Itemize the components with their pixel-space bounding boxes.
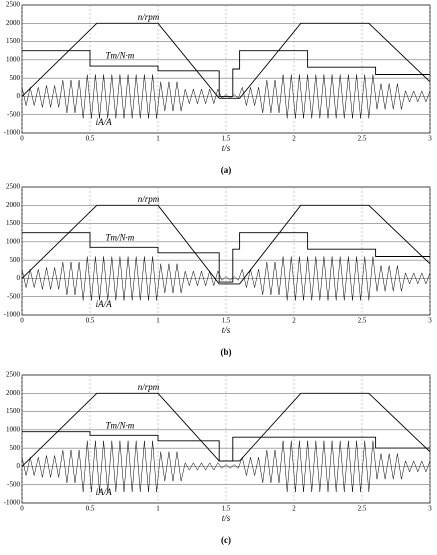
y-tick-label: -500 [7, 292, 20, 300]
y-tick-label: 1000 [6, 425, 21, 433]
y-tick-label: 1000 [6, 55, 21, 63]
x-axis-label: t/s [222, 325, 231, 335]
x-axis-label: t/s [222, 143, 231, 153]
series-label: iA/A [96, 117, 112, 127]
y-tick-label: 500 [10, 74, 21, 82]
x-tick-label: 3 [428, 317, 432, 325]
x-tick-label: 1.5 [222, 317, 231, 325]
x-tick-label: 2 [292, 135, 296, 143]
series-label: Tm/N·m [106, 420, 135, 430]
series-line [21, 440, 431, 493]
x-tick-label: 2.5 [358, 135, 367, 143]
series-line [21, 22, 431, 99]
x-tick-label: 3 [428, 505, 432, 513]
y-tick-label: -1000 [4, 499, 21, 507]
series-label: iA/A [96, 299, 112, 309]
series-line [22, 431, 430, 462]
series-label: Tm/N·m [106, 232, 135, 242]
y-tick-label: 1000 [6, 237, 21, 245]
x-tick-label: 0.5 [86, 135, 95, 143]
y-tick-label: 1500 [6, 37, 21, 45]
x-tick-label: 1.5 [222, 505, 231, 513]
y-tick-label: 500 [10, 444, 21, 452]
caption: (c) [221, 535, 231, 545]
y-tick-label: 2000 [6, 19, 21, 27]
x-tick-label: 2.5 [358, 505, 367, 513]
y-tick-label: 0 [17, 92, 21, 100]
x-tick-label: 0 [20, 135, 24, 143]
y-tick-label: 500 [10, 256, 21, 264]
series-label: n/rpm [138, 12, 160, 22]
y-tick-label: 0 [17, 462, 21, 470]
x-axis-label: t/s [222, 513, 231, 523]
series-line [22, 50, 430, 97]
y-tick-label: 1500 [6, 219, 21, 227]
y-tick-label: 0 [17, 274, 21, 282]
y-tick-label: 2500 [6, 1, 21, 9]
series-label: iA/A [96, 487, 112, 497]
series-line [22, 232, 430, 283]
x-tick-label: 2 [292, 317, 296, 325]
caption: (b) [221, 347, 232, 357]
series-label: Tm/N·m [106, 50, 135, 60]
x-tick-label: 0 [20, 505, 24, 513]
series-label: n/rpm [138, 194, 160, 204]
y-tick-label: -500 [7, 480, 20, 488]
y-tick-label: 2500 [6, 371, 21, 379]
x-tick-label: 1.5 [222, 135, 231, 143]
y-tick-label: -1000 [4, 129, 21, 137]
x-tick-label: 1 [156, 317, 160, 325]
series-line [21, 74, 431, 119]
y-tick-label: 2000 [6, 389, 21, 397]
y-tick-label: 2500 [6, 183, 21, 191]
series-line [21, 256, 431, 301]
x-tick-label: 1 [156, 505, 160, 513]
y-tick-label: -1000 [4, 311, 21, 319]
y-tick-label: 2000 [6, 201, 21, 209]
x-tick-label: 0.5 [86, 317, 95, 325]
x-tick-label: 3 [428, 135, 432, 143]
series-line [21, 204, 431, 285]
x-tick-label: 0.5 [86, 505, 95, 513]
series-label: n/rpm [138, 382, 160, 392]
x-tick-label: 1 [156, 135, 160, 143]
y-tick-label: 1500 [6, 407, 21, 415]
caption: (a) [221, 165, 232, 175]
y-tick-label: -500 [7, 110, 20, 118]
x-tick-label: 2 [292, 505, 296, 513]
x-tick-label: 2.5 [358, 317, 367, 325]
x-tick-label: 0 [20, 317, 24, 325]
